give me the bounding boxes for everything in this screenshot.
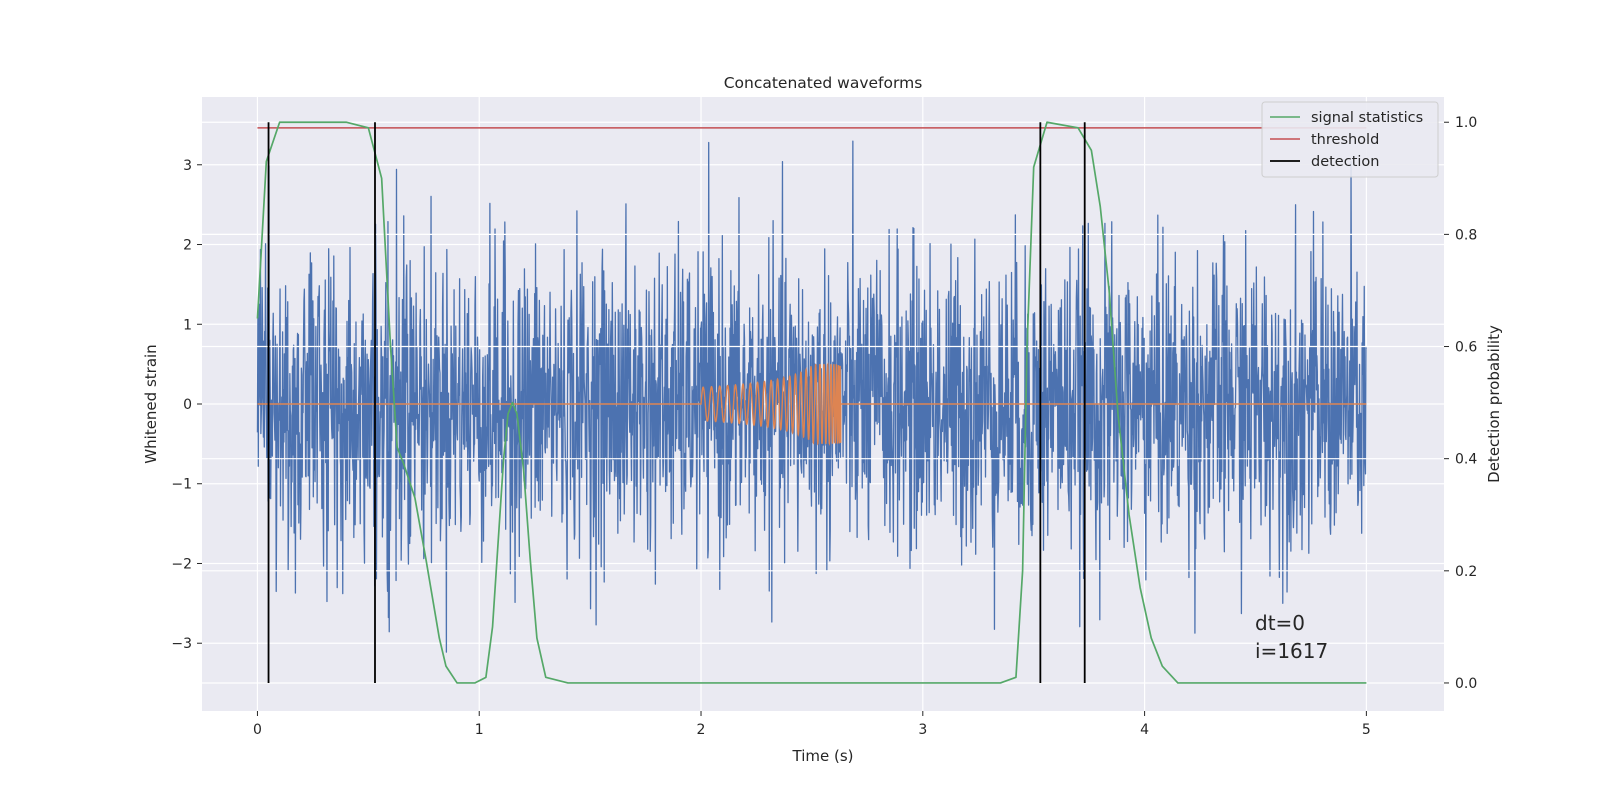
x-tick-label: 5 <box>1362 722 1371 738</box>
y-tick-label: 0 <box>183 397 192 413</box>
series-signal-statistics <box>256 121 1367 684</box>
y-tick-label: −1 <box>171 477 192 493</box>
y2-ticks: 0.0 0.2 0.4 0.6 0.8 1.0 <box>1444 115 1477 692</box>
annotation-dt: dt=0 <box>1255 611 1305 635</box>
y-tick-label: 3 <box>183 158 192 174</box>
y2-tick-label: 0.6 <box>1455 340 1477 356</box>
annotation-index: i=1617 <box>1255 639 1328 663</box>
legend-label-detection: detection <box>1311 154 1379 170</box>
x-tick-label: 2 <box>697 722 706 738</box>
legend-label-threshold: threshold <box>1311 132 1379 148</box>
x-tick-label: 1 <box>475 722 484 738</box>
y-tick-label: −3 <box>171 636 192 652</box>
legend: signal statistics threshold detection <box>1261 101 1439 178</box>
y2-tick-label: 0.8 <box>1455 227 1477 243</box>
series-waveform <box>257 362 1367 447</box>
chart-title: Concatenated waveforms <box>724 74 923 92</box>
series-layer <box>256 140 1367 653</box>
right-axis-overlay <box>202 121 1444 684</box>
y2-tick-label: 1.0 <box>1455 115 1477 131</box>
x-ticks: 0 1 2 3 4 5 <box>253 711 1371 738</box>
y2-tick-label: 0.4 <box>1455 452 1477 468</box>
y-axis-label: Whitened strain <box>142 344 160 463</box>
y-tick-label: 1 <box>183 317 192 333</box>
y2-axis-label: Detection probability <box>1485 325 1503 483</box>
y2-tick-label: 0.2 <box>1455 564 1477 580</box>
y-tick-label: 2 <box>183 238 192 254</box>
x-tick-label: 0 <box>253 722 262 738</box>
legend-box <box>1261 101 1439 178</box>
y-tick-label: −2 <box>171 556 192 572</box>
y-ticks: −3 −2 −1 0 1 2 3 <box>171 158 202 652</box>
legend-label-signal-statistics: signal statistics <box>1311 110 1423 126</box>
x-tick-label: 3 <box>918 722 927 738</box>
x-axis-label: Time (s) <box>792 747 854 765</box>
x-tick-label: 4 <box>1140 722 1149 738</box>
y2-tick-label: 0.0 <box>1455 676 1477 692</box>
